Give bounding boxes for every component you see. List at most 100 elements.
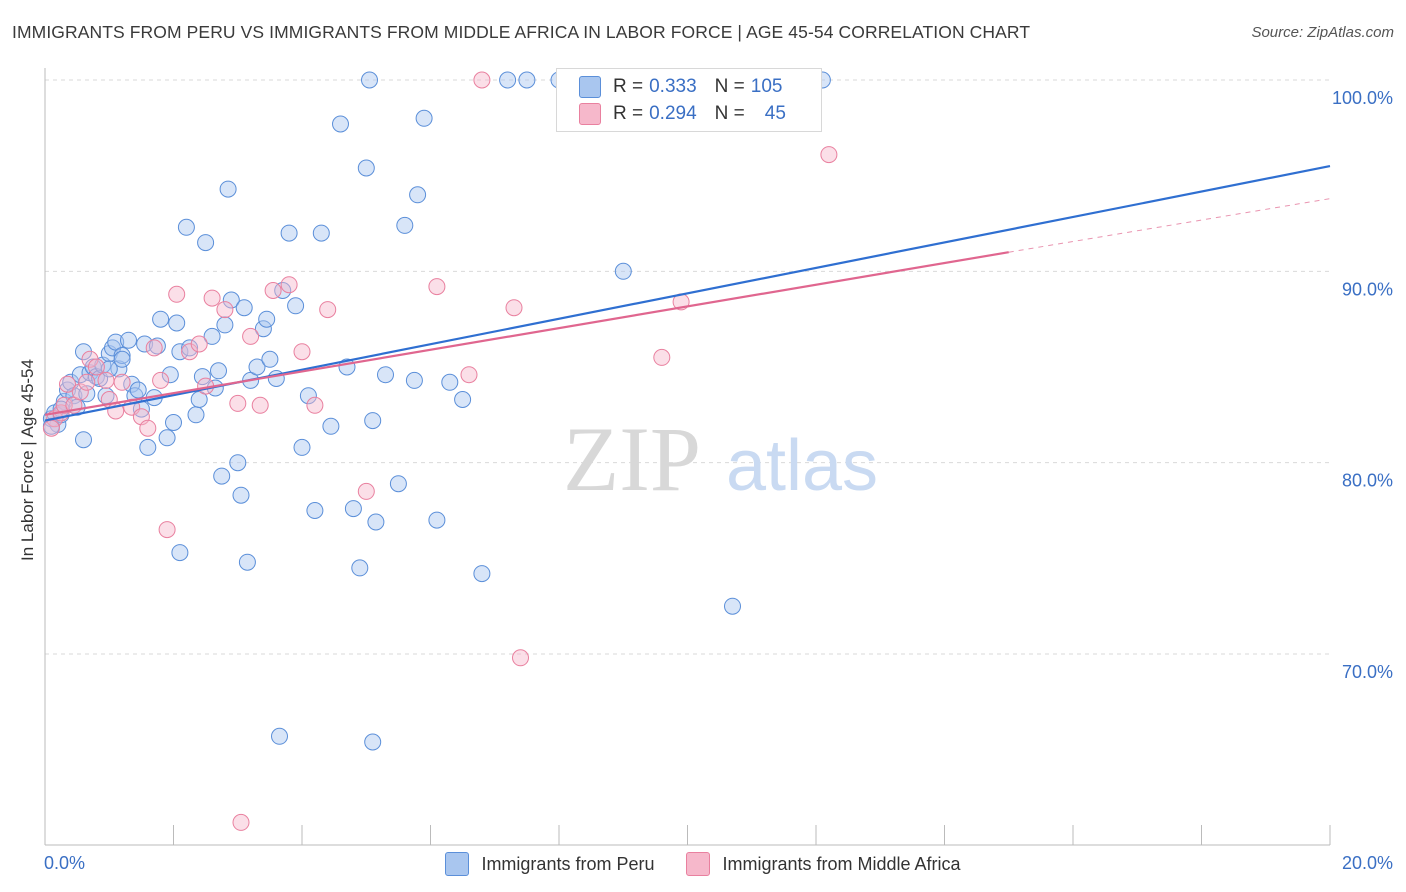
legend-r-label: R = [613, 76, 644, 97]
data-point-peru [113, 347, 131, 364]
data-point-peru [222, 291, 240, 309]
y-tick-label: 100.0% [1332, 88, 1393, 108]
data-point-peru [148, 337, 166, 355]
source-credit: Source: ZipAtlas.com [1251, 24, 1394, 41]
legend-row-middle-africa: R = 0.294 N = 45 [579, 102, 786, 126]
legend-swatch-peru [445, 852, 470, 876]
data-point-peru [518, 71, 536, 89]
correlation-legend: R = 0.333 N = 105 R = 0.294 N = 45 [556, 68, 822, 132]
data-point-peru [614, 262, 632, 280]
data-point-peru [181, 339, 199, 357]
data-point-peru [203, 327, 221, 345]
data-point-peru [280, 224, 298, 242]
trend-line-middle-africa [44, 251, 1009, 416]
data-point-peru [364, 412, 382, 430]
trend-lines [44, 165, 1331, 422]
data-point-peru [261, 350, 279, 368]
legend-r-value: 0.294 [649, 103, 697, 124]
legend-label-middle-africa: Immigrants from Middle Africa [722, 853, 961, 874]
data-point-peru [165, 414, 182, 431]
legend-item-middle-africa[interactable]: Immigrants from Middle Africa [686, 852, 961, 876]
data-point-middle-africa [232, 813, 250, 831]
data-point-middle-africa [820, 146, 838, 164]
data-point-peru [210, 362, 227, 380]
data-point-peru [258, 310, 276, 328]
data-point-middle-africa [145, 339, 163, 357]
data-point-peru [248, 358, 266, 376]
data-point-middle-africa [251, 396, 269, 414]
data-point-peru [113, 350, 131, 368]
data-point-middle-africa [293, 343, 311, 361]
legend-swatch-middle-africa [579, 103, 601, 125]
data-point-middle-africa [87, 358, 105, 376]
data-point-peru [110, 360, 128, 378]
data-point-middle-africa [473, 71, 491, 89]
data-point-peru [171, 544, 189, 562]
data-point-middle-africa [653, 348, 671, 366]
data-point-middle-africa [512, 649, 529, 667]
data-point-peru [499, 71, 517, 89]
data-point-peru [271, 727, 288, 745]
data-point-peru [332, 115, 349, 133]
data-point-peru [351, 559, 369, 577]
watermark-zip: ZIP [563, 408, 701, 510]
data-point-peru [171, 343, 189, 361]
data-point-middle-africa [168, 285, 186, 303]
data-point-middle-africa [460, 366, 478, 384]
data-point-peru [361, 71, 378, 89]
watermark-atlas: atlas [726, 426, 878, 506]
data-point-peru [389, 475, 407, 493]
data-point-middle-africa [55, 396, 73, 414]
x-tick-label: 0.0% [44, 853, 85, 873]
data-point-middle-africa [190, 335, 208, 353]
legend-item-peru[interactable]: Immigrants from Peru [445, 852, 654, 876]
data-point-peru [322, 417, 340, 435]
data-point-peru [254, 320, 272, 338]
data-point-middle-africa [280, 276, 298, 294]
y-tick-label: 70.0% [1342, 662, 1393, 682]
y-tick-label: 90.0% [1342, 279, 1393, 299]
legend-n-label: N = [714, 76, 745, 97]
data-point-middle-africa [203, 289, 221, 307]
data-point-peru [161, 366, 179, 384]
series-legend: Immigrants from Peru Immigrants from Mid… [0, 852, 1406, 876]
data-point-peru [357, 159, 375, 177]
data-point-peru [367, 513, 385, 531]
data-point-peru [158, 429, 176, 447]
data-point-peru [120, 331, 137, 349]
legend-row-peru: R = 0.333 N = 105 [579, 75, 782, 99]
x-tick-label: 20.0% [1342, 853, 1393, 873]
data-point-peru [213, 467, 231, 485]
data-point-middle-africa [59, 375, 76, 393]
tick-labels: 100.0% 90.0% 80.0% 70.0% 0.0% 20.0% [44, 88, 1393, 873]
legend-label-peru: Immigrants from Peru [481, 853, 655, 874]
series-middle-africa-points [42, 71, 838, 831]
data-point-middle-africa [216, 301, 234, 319]
data-point-middle-africa [78, 373, 96, 391]
legend-swatch-peru [579, 76, 601, 98]
data-point-peru [193, 368, 211, 386]
axes [44, 68, 1331, 846]
data-point-peru [152, 310, 170, 328]
data-point-peru [405, 371, 423, 389]
data-point-middle-africa [357, 482, 375, 500]
data-point-middle-africa [97, 371, 115, 389]
data-point-peru [377, 366, 394, 384]
legend-n-label: N = [714, 103, 745, 124]
data-point-peru [219, 180, 237, 198]
data-point-middle-africa [152, 371, 170, 389]
data-point-peru [232, 486, 250, 504]
data-point-middle-africa [319, 301, 337, 319]
data-point-peru [364, 733, 382, 751]
data-point-peru [409, 186, 427, 204]
data-point-peru [139, 438, 157, 456]
data-point-peru [136, 335, 154, 353]
data-point-peru [287, 297, 305, 315]
data-point-middle-africa [306, 396, 324, 414]
legend-swatch-middle-africa [686, 852, 711, 876]
data-point-middle-africa [158, 521, 176, 539]
legend-r-label: R = [613, 103, 644, 124]
data-point-peru [274, 282, 292, 299]
data-point-peru [454, 391, 472, 408]
